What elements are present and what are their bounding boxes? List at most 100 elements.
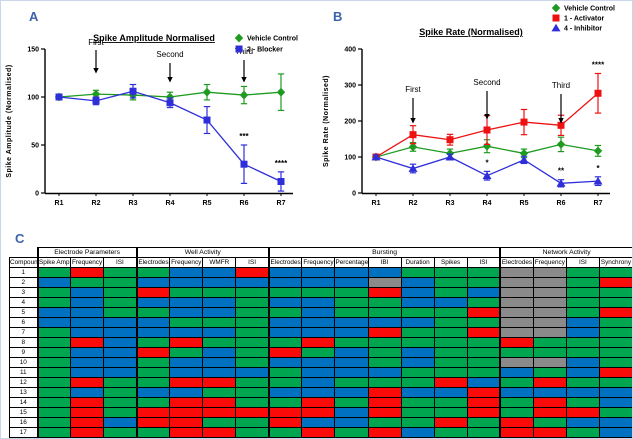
- heatmap-group-header: Network Activity: [499, 247, 632, 258]
- compound-row-label: 2: [8, 277, 39, 288]
- heatmap-cell: [565, 297, 600, 308]
- heatmap-cell: [36, 377, 72, 388]
- heatmap-cell: [367, 327, 402, 338]
- heatmap-cell: [565, 277, 600, 288]
- svg-text:R7: R7: [594, 200, 603, 207]
- heatmap-cell: [301, 417, 336, 428]
- heatmap-cell: [367, 397, 402, 408]
- heatmap-cell: [598, 387, 632, 398]
- heatmap-cell: [169, 427, 204, 438]
- compound-row-label: 8: [8, 337, 39, 348]
- heatmap-cell: [565, 417, 600, 428]
- heatmap-column-header: Frequency: [169, 257, 204, 268]
- heatmap-cell: [334, 337, 369, 348]
- heatmap-cell: [103, 267, 138, 278]
- heatmap-column-header: Electrodes: [135, 257, 171, 268]
- heatmap-cell: [433, 297, 468, 308]
- svg-text:R7: R7: [277, 200, 286, 207]
- heatmap-cell: [135, 277, 171, 288]
- heatmap-cell: [169, 307, 204, 318]
- heatmap-cell: [466, 417, 501, 428]
- heatmap-cell: [334, 297, 369, 308]
- heatmap-cell: [103, 337, 138, 348]
- heatmap-cell: [202, 367, 237, 378]
- svg-text:R3: R3: [129, 200, 138, 207]
- heatmap-cell: [267, 417, 303, 428]
- panel-a-label: A: [29, 9, 39, 24]
- heatmap-cell: [235, 377, 270, 388]
- table-row: 3: [8, 287, 632, 298]
- svg-text:Spike Amplitude (Normalised): Spike Amplitude (Normalised): [6, 64, 13, 177]
- heatmap-cell: [169, 367, 204, 378]
- heatmap-cell: [135, 347, 171, 358]
- compound-row-label: 4: [8, 297, 39, 308]
- heatmap-cell: [433, 357, 468, 368]
- svg-text:50: 50: [31, 143, 39, 150]
- heatmap-cell: [301, 397, 336, 408]
- heatmap-cell: [499, 317, 534, 328]
- heatmap-cell: [235, 387, 270, 398]
- heatmap-cell: [103, 397, 138, 408]
- heatmap-cell: [598, 397, 632, 408]
- heatmap-cell: [70, 317, 105, 328]
- heatmap-cell: [466, 317, 501, 328]
- svg-text:4 - Inhibitor: 4 - Inhibitor: [564, 26, 602, 33]
- heatmap-cell: [367, 377, 402, 388]
- heatmap-cell: [532, 267, 567, 278]
- heatmap-cell: [433, 427, 468, 438]
- heatmap-cell: [466, 327, 501, 338]
- spike-rate-plot: 0 100 200 300 400 R1 R2 R3 R4 R5 R6 R7 Spike Rate (N…: [323, 3, 615, 207]
- heatmap-cell: [367, 297, 402, 308]
- heatmap-cell: [565, 377, 600, 388]
- heatmap-cell: [334, 367, 369, 378]
- compound-heatmap: Electrode Parameters Well Activity Burstin…: [8, 247, 632, 438]
- heatmap-cell: [267, 337, 303, 348]
- heatmap-cell: [532, 337, 567, 348]
- heatmap-cell: [135, 407, 171, 418]
- compound-column-header: Compound: [8, 257, 39, 268]
- heatmap-cell: [400, 377, 435, 388]
- heatmap-cell: [235, 337, 270, 348]
- heatmap-cell: [367, 267, 402, 278]
- heatmap-cell: [598, 317, 632, 328]
- heatmap-cell: [433, 387, 468, 398]
- heatmap-cell: [103, 417, 138, 428]
- heatmap-cell: [433, 347, 468, 358]
- heatmap-cell: [301, 277, 336, 288]
- heatmap-cell: [267, 367, 303, 378]
- heatmap-cell: [367, 427, 402, 438]
- heatmap-cell: [36, 417, 72, 428]
- heatmap-cell: [334, 427, 369, 438]
- heatmap-column-header: Duration: [400, 257, 435, 268]
- heatmap-cell: [433, 377, 468, 388]
- heatmap-cell: [36, 357, 72, 368]
- heatmap-cell: [598, 427, 632, 438]
- heatmap-cell: [70, 297, 105, 308]
- heatmap-cell: [267, 397, 303, 408]
- heatmap-cell: [169, 407, 204, 418]
- heatmap-corner: [9, 247, 38, 258]
- heatmap-cell: [400, 347, 435, 358]
- heatmap-cell: [466, 337, 501, 348]
- heatmap-cell: [36, 407, 72, 418]
- heatmap-cell: [532, 277, 567, 288]
- svg-text:Spike Rate (Normalised): Spike Rate (Normalised): [419, 27, 523, 37]
- heatmap-cell: [103, 377, 138, 388]
- heatmap-table: Electrode Parameters Well Activity Burstin…: [8, 247, 632, 438]
- heatmap-cell: [70, 277, 105, 288]
- heatmap-cell: [499, 397, 534, 408]
- svg-text:R5: R5: [203, 200, 212, 207]
- heatmap-cell: [400, 387, 435, 398]
- heatmap-cell: [235, 267, 270, 278]
- heatmap-cell: [135, 287, 171, 298]
- heatmap-cell: [36, 267, 72, 278]
- heatmap-cell: [267, 327, 303, 338]
- spike-rate-chart: 0 100 200 300 400 R1 R2 R3 R4 R5 R6 R7 Spike Rate (N…: [318, 1, 632, 233]
- heatmap-cell: [334, 287, 369, 298]
- heatmap-cell: [235, 427, 270, 438]
- heatmap-cell: [565, 367, 600, 378]
- heatmap-cell: [400, 287, 435, 298]
- heatmap-cell: [466, 427, 501, 438]
- compound-row-label: 11: [8, 367, 39, 378]
- heatmap-cell: [301, 317, 336, 328]
